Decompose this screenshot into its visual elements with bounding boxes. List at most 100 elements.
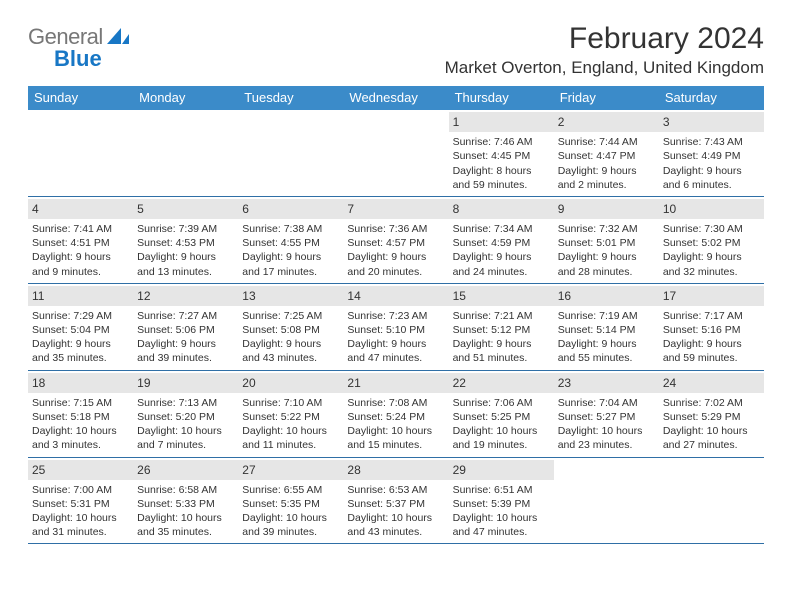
sunset-line: Sunset: 5:33 PM xyxy=(137,497,234,511)
day-cell: 1Sunrise: 7:46 AMSunset: 4:45 PMDaylight… xyxy=(449,110,554,196)
sunrise-line: Sunrise: 7:34 AM xyxy=(453,222,550,236)
day-cell: 26Sunrise: 6:58 AMSunset: 5:33 PMDayligh… xyxy=(133,458,238,544)
sunrise-line: Sunrise: 7:06 AM xyxy=(453,396,550,410)
week-row: 18Sunrise: 7:15 AMSunset: 5:18 PMDayligh… xyxy=(28,371,764,458)
day-info: Sunrise: 7:04 AMSunset: 5:27 PMDaylight:… xyxy=(558,396,655,453)
sunset-line: Sunset: 5:39 PM xyxy=(453,497,550,511)
daylight-line: Daylight: 9 hours and 51 minutes. xyxy=(453,337,550,365)
day-number: 25 xyxy=(28,460,133,480)
day-cell: . xyxy=(238,110,343,196)
day-cell: 13Sunrise: 7:25 AMSunset: 5:08 PMDayligh… xyxy=(238,284,343,370)
sunrise-line: Sunrise: 7:23 AM xyxy=(347,309,444,323)
day-cell: 17Sunrise: 7:17 AMSunset: 5:16 PMDayligh… xyxy=(659,284,764,370)
day-number: 24 xyxy=(659,373,764,393)
daylight-line: Daylight: 10 hours and 15 minutes. xyxy=(347,424,444,452)
day-info: Sunrise: 7:00 AMSunset: 5:31 PMDaylight:… xyxy=(32,483,129,540)
sunrise-line: Sunrise: 7:30 AM xyxy=(663,222,760,236)
day-cell: 11Sunrise: 7:29 AMSunset: 5:04 PMDayligh… xyxy=(28,284,133,370)
week-row: 25 Sunrise: 7:00 AMSunset: 5:31 PMDayligh… xyxy=(28,458,764,545)
weekday-header: Tuesday xyxy=(238,86,343,110)
day-cell: 28Sunrise: 6:53 AMSunset: 5:37 PMDayligh… xyxy=(343,458,448,544)
week-row: 4Sunrise: 7:41 AMSunset: 4:51 PMDaylight… xyxy=(28,197,764,284)
daylight-line: Daylight: 10 hours and 11 minutes. xyxy=(242,424,339,452)
daylight-line: Daylight: 10 hours and 47 minutes. xyxy=(453,511,550,539)
sunset-line: Sunset: 5:35 PM xyxy=(242,497,339,511)
day-info: Sunrise: 7:23 AMSunset: 5:10 PMDaylight:… xyxy=(347,309,444,366)
logo: General Blue xyxy=(28,24,129,72)
day-cell: 2Sunrise: 7:44 AMSunset: 4:47 PMDaylight… xyxy=(554,110,659,196)
day-info: Sunrise: 6:58 AMSunset: 5:33 PMDaylight:… xyxy=(137,483,234,540)
day-cell: 5Sunrise: 7:39 AMSunset: 4:53 PMDaylight… xyxy=(133,197,238,283)
day-number: 29 xyxy=(449,460,554,480)
sunrise-line: Sunrise: 7:15 AM xyxy=(32,396,129,410)
day-cell: 24Sunrise: 7:02 AMSunset: 5:29 PMDayligh… xyxy=(659,371,764,457)
day-number: 15 xyxy=(449,286,554,306)
day-cell: 9Sunrise: 7:32 AMSunset: 5:01 PMDaylight… xyxy=(554,197,659,283)
day-info: Sunrise: 7:10 AMSunset: 5:22 PMDaylight:… xyxy=(242,396,339,453)
day-cell: 8Sunrise: 7:34 AMSunset: 4:59 PMDaylight… xyxy=(449,197,554,283)
sunrise-line: Sunrise: 7:38 AM xyxy=(242,222,339,236)
daylight-line: Daylight: 10 hours and 35 minutes. xyxy=(137,511,234,539)
sunrise-line: Sunrise: 7:25 AM xyxy=(242,309,339,323)
week-row: 11Sunrise: 7:29 AMSunset: 5:04 PMDayligh… xyxy=(28,284,764,371)
sunset-line: Sunset: 5:31 PM xyxy=(32,497,129,511)
sunrise-line: Sunrise: 7:41 AM xyxy=(32,222,129,236)
weekday-header: Friday xyxy=(554,86,659,110)
logo-sail-icon xyxy=(107,31,129,48)
day-cell: 16Sunrise: 7:19 AMSunset: 5:14 PMDayligh… xyxy=(554,284,659,370)
day-number: 21 xyxy=(343,373,448,393)
daylight-line: Daylight: 10 hours and 19 minutes. xyxy=(453,424,550,452)
day-cell: . xyxy=(554,458,659,544)
sunrise-line: Sunrise: 6:51 AM xyxy=(453,483,550,497)
logo-text-blue: Blue xyxy=(54,46,129,72)
sunset-line: Sunset: 5:37 PM xyxy=(347,497,444,511)
day-info: Sunrise: 7:13 AMSunset: 5:20 PMDaylight:… xyxy=(137,396,234,453)
day-number: 13 xyxy=(238,286,343,306)
day-info: Sunrise: 7:34 AMSunset: 4:59 PMDaylight:… xyxy=(453,222,550,279)
day-info: Sunrise: 7:06 AMSunset: 5:25 PMDaylight:… xyxy=(453,396,550,453)
daylight-line: Daylight: 9 hours and 59 minutes. xyxy=(663,337,760,365)
sunset-line: Sunset: 5:29 PM xyxy=(663,410,760,424)
day-number: 14 xyxy=(343,286,448,306)
sunset-line: Sunset: 5:12 PM xyxy=(453,323,550,337)
day-cell: 25 Sunrise: 7:00 AMSunset: 5:31 PMDayligh… xyxy=(28,458,133,544)
sunset-line: Sunset: 4:45 PM xyxy=(453,149,550,163)
day-number: 28 xyxy=(343,460,448,480)
sunset-line: Sunset: 4:49 PM xyxy=(663,149,760,163)
day-cell: 3Sunrise: 7:43 AMSunset: 4:49 PMDaylight… xyxy=(659,110,764,196)
day-info: Sunrise: 7:17 AMSunset: 5:16 PMDaylight:… xyxy=(663,309,760,366)
sunrise-line: Sunrise: 7:04 AM xyxy=(558,396,655,410)
day-number: 7 xyxy=(343,199,448,219)
day-info: Sunrise: 6:55 AMSunset: 5:35 PMDaylight:… xyxy=(242,483,339,540)
weekday-header: Wednesday xyxy=(343,86,448,110)
sunset-line: Sunset: 5:01 PM xyxy=(558,236,655,250)
sunset-line: Sunset: 5:27 PM xyxy=(558,410,655,424)
daylight-line: Daylight: 9 hours and 13 minutes. xyxy=(137,250,234,278)
sunset-line: Sunset: 4:59 PM xyxy=(453,236,550,250)
day-cell: 7 Sunrise: 7:36 AMSunset: 4:57 PMDaylight… xyxy=(343,197,448,283)
sunset-line: Sunset: 4:57 PM xyxy=(347,236,444,250)
daylight-line: Daylight: 10 hours and 43 minutes. xyxy=(347,511,444,539)
sunrise-line: Sunrise: 7:36 AM xyxy=(347,222,444,236)
sunset-line: Sunset: 5:10 PM xyxy=(347,323,444,337)
day-cell: 20Sunrise: 7:10 AMSunset: 5:22 PMDayligh… xyxy=(238,371,343,457)
daylight-line: Daylight: 9 hours and 47 minutes. xyxy=(347,337,444,365)
sunset-line: Sunset: 4:53 PM xyxy=(137,236,234,250)
daylight-line: Daylight: 10 hours and 31 minutes. xyxy=(32,511,129,539)
day-number: 1 xyxy=(449,112,554,132)
sunset-line: Sunset: 5:02 PM xyxy=(663,236,760,250)
sunset-line: Sunset: 5:06 PM xyxy=(137,323,234,337)
daylight-line: Daylight: 10 hours and 23 minutes. xyxy=(558,424,655,452)
daylight-line: Daylight: 10 hours and 39 minutes. xyxy=(242,511,339,539)
sunrise-line: Sunrise: 7:17 AM xyxy=(663,309,760,323)
day-info: Sunrise: 7:27 AMSunset: 5:06 PMDaylight:… xyxy=(137,309,234,366)
weekday-header: Thursday xyxy=(449,86,554,110)
location-text: Market Overton, England, United Kingdom xyxy=(445,58,764,78)
day-cell: 6Sunrise: 7:38 AMSunset: 4:55 PMDaylight… xyxy=(238,197,343,283)
day-cell: 23Sunrise: 7:04 AMSunset: 5:27 PMDayligh… xyxy=(554,371,659,457)
day-number: 22 xyxy=(449,373,554,393)
day-cell: 29 Sunrise: 6:51 AMSunset: 5:39 PMDayligh… xyxy=(449,458,554,544)
daylight-line: Daylight: 9 hours and 20 minutes. xyxy=(347,250,444,278)
sunset-line: Sunset: 5:08 PM xyxy=(242,323,339,337)
weekday-header-row: SundayMondayTuesdayWednesdayThursdayFrid… xyxy=(28,86,764,110)
